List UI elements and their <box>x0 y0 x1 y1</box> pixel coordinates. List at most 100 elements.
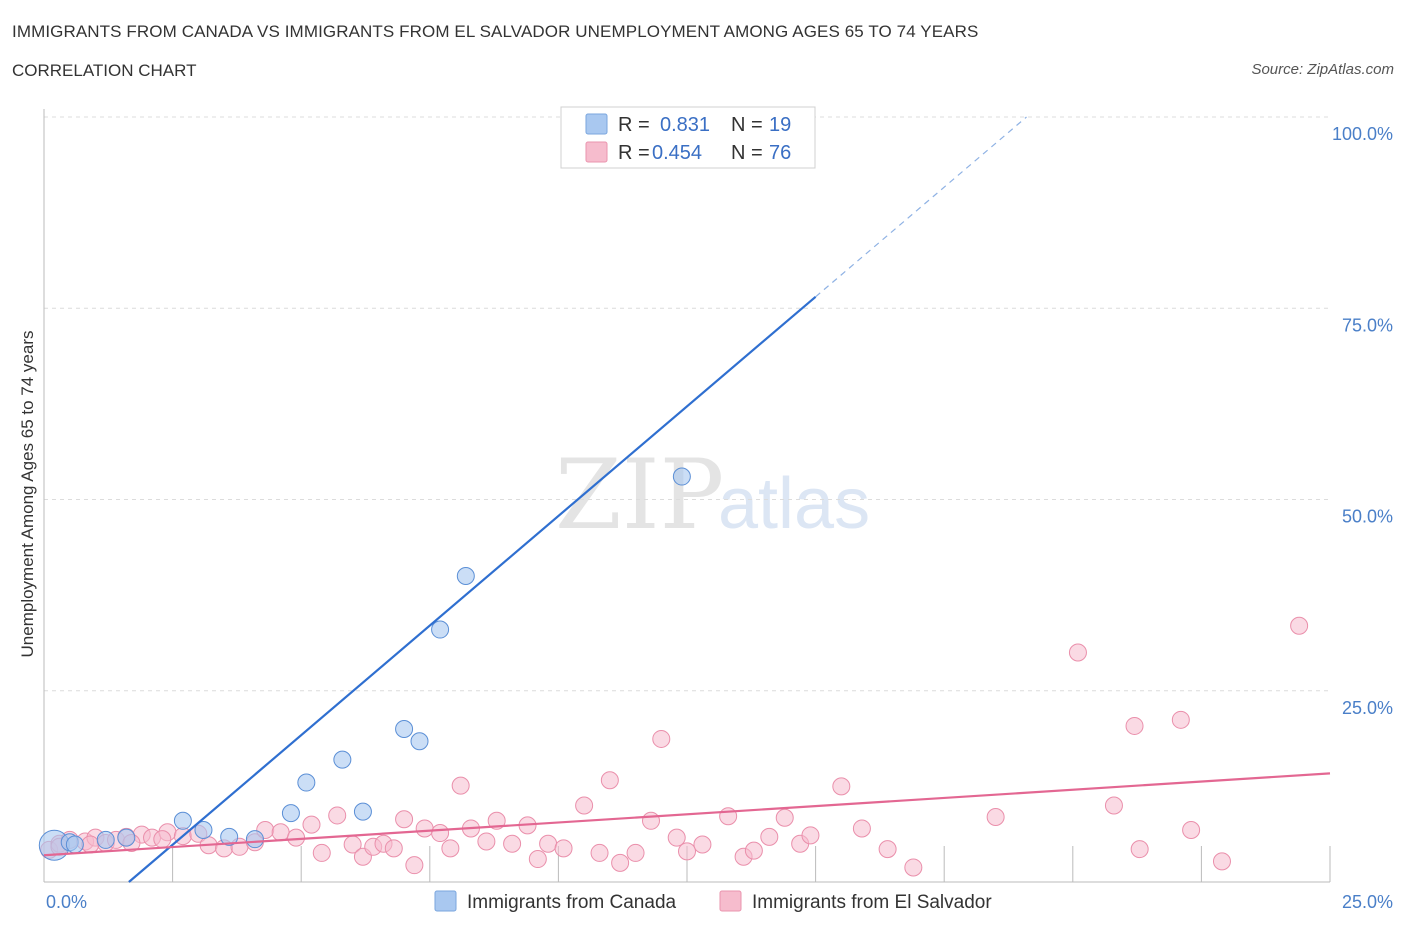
data-point-elsalvador <box>441 839 460 858</box>
data-point-canada <box>297 773 316 792</box>
data-point-elsalvador <box>678 842 696 861</box>
data-point-elsalvador <box>904 858 923 877</box>
data-point-elsalvador <box>1104 796 1123 815</box>
legend-r-value-elsalvador: 0.454 <box>652 142 702 164</box>
legend-swatch-elsalvador-bottom <box>719 890 742 912</box>
trendline-canada-extension <box>815 116 1027 298</box>
data-point-elsalvador <box>760 827 779 846</box>
legend-n-label-elsalvador: N = <box>731 142 763 164</box>
data-point-elsalvador <box>1182 820 1201 839</box>
data-point-canada <box>220 827 239 846</box>
data-point-elsalvador <box>590 843 609 862</box>
data-point-elsalvador <box>415 819 434 838</box>
data-point-canada <box>117 828 136 847</box>
legend-swatch-elsalvador <box>585 141 608 163</box>
data-point-elsalvador <box>528 850 547 869</box>
data-point-elsalvador <box>477 832 496 851</box>
data-point-canada <box>672 467 691 486</box>
data-point-canada <box>333 750 352 769</box>
y-tick-label: 25.0% <box>1342 698 1393 718</box>
series-canada <box>38 108 691 861</box>
data-point-elsalvador <box>405 856 424 875</box>
data-point-canada <box>194 820 213 839</box>
data-point-elsalvador <box>153 830 172 849</box>
watermark: ZIP atlas <box>555 439 870 551</box>
x-tick-label-min: 0.0% <box>46 892 87 912</box>
data-point-canada <box>65 835 84 854</box>
data-point-elsalvador <box>1125 716 1144 735</box>
y-tick-label: 100.0% <box>1332 124 1393 144</box>
watermark-zip: ZIP <box>555 439 724 551</box>
data-point-elsalvador <box>744 841 763 860</box>
data-point-canada <box>395 720 414 738</box>
legend-swatch-canada-bottom <box>434 890 457 912</box>
y-tick-label: 75.0% <box>1342 315 1393 335</box>
legend-n-value-canada: 19 <box>769 114 791 136</box>
watermark-atlas: atlas <box>718 464 870 544</box>
legend-n-label-canada: N = <box>731 114 763 136</box>
y-axis-label: Unemployment Among Ages 65 to 74 years <box>18 331 37 658</box>
data-point-elsalvador <box>554 839 573 858</box>
data-point-elsalvador <box>384 839 403 858</box>
data-point-elsalvador <box>328 806 347 825</box>
data-point-elsalvador <box>1212 852 1231 871</box>
data-point-elsalvador <box>287 828 306 847</box>
y-tick-labels: 25.0% 50.0% 75.0% 100.0% <box>1332 124 1393 718</box>
trendline-canada <box>128 295 817 883</box>
data-point-elsalvador <box>626 843 645 862</box>
data-point-elsalvador <box>852 819 871 838</box>
series-legend: Immigrants from Canada Immigrants from E… <box>434 890 992 913</box>
data-point-elsalvador <box>575 796 594 815</box>
legend-label-elsalvador: Immigrants from El Salvador <box>752 892 992 913</box>
trendline-elsalvador <box>43 772 1331 857</box>
data-point-elsalvador <box>775 808 794 827</box>
data-point-elsalvador <box>1068 643 1087 662</box>
data-point-elsalvador <box>395 810 414 829</box>
data-point-elsalvador <box>1171 710 1190 729</box>
legend-r-value-canada: 0.831 <box>660 114 710 136</box>
data-point-elsalvador <box>1290 616 1309 635</box>
data-point-elsalvador <box>986 807 1005 826</box>
data-point-canada <box>173 811 192 830</box>
data-point-elsalvador <box>801 826 820 845</box>
data-point-canada <box>281 804 300 823</box>
chart-title: IMMIGRANTS FROM CANADA VS IMMIGRANTS FRO… <box>12 22 979 41</box>
data-point-canada <box>245 830 264 849</box>
y-tick-label: 50.0% <box>1342 507 1393 527</box>
data-point-elsalvador <box>1130 840 1149 859</box>
data-point-elsalvador <box>878 840 897 859</box>
data-point-elsalvador <box>652 729 671 748</box>
data-point-elsalvador <box>451 776 470 795</box>
source-label: Source: ZipAtlas.com <box>1251 61 1394 78</box>
data-point-elsalvador <box>600 771 619 790</box>
data-point-elsalvador <box>611 853 630 872</box>
chart-subtitle: CORRELATION CHART <box>12 61 197 80</box>
data-point-elsalvador <box>302 815 321 834</box>
legend-n-value-elsalvador: 76 <box>769 142 791 164</box>
trend-lines <box>43 116 1331 883</box>
data-point-elsalvador <box>667 828 686 847</box>
data-point-elsalvador <box>431 824 450 843</box>
x-tick-labels: 0.0% 25.0% <box>46 892 1393 912</box>
legend-r-label-elsalvador: R = <box>618 142 650 164</box>
data-point-elsalvador <box>81 835 100 854</box>
legend-label-canada: Immigrants from Canada <box>467 892 677 913</box>
data-point-elsalvador <box>503 834 522 853</box>
correlation-legend: R = 0.831 N = 19 R = 0.454 N = 76 <box>560 106 816 169</box>
gridlines <box>44 116 1330 692</box>
data-point-canada <box>456 567 475 585</box>
data-point-elsalvador <box>312 843 331 862</box>
data-point-elsalvador <box>271 823 290 842</box>
data-point-canada <box>431 620 450 639</box>
data-point-canada <box>96 830 115 849</box>
data-point-elsalvador <box>832 777 851 796</box>
legend-r-label-canada: R = <box>618 114 650 136</box>
legend-swatch-canada <box>585 113 608 135</box>
data-point-canada <box>410 732 429 751</box>
data-point-canada <box>353 802 372 821</box>
data-point-elsalvador <box>641 811 660 830</box>
data-point-elsalvador <box>539 834 558 853</box>
x-tick-label-max: 25.0% <box>1342 892 1393 912</box>
data-point-elsalvador <box>693 835 712 854</box>
